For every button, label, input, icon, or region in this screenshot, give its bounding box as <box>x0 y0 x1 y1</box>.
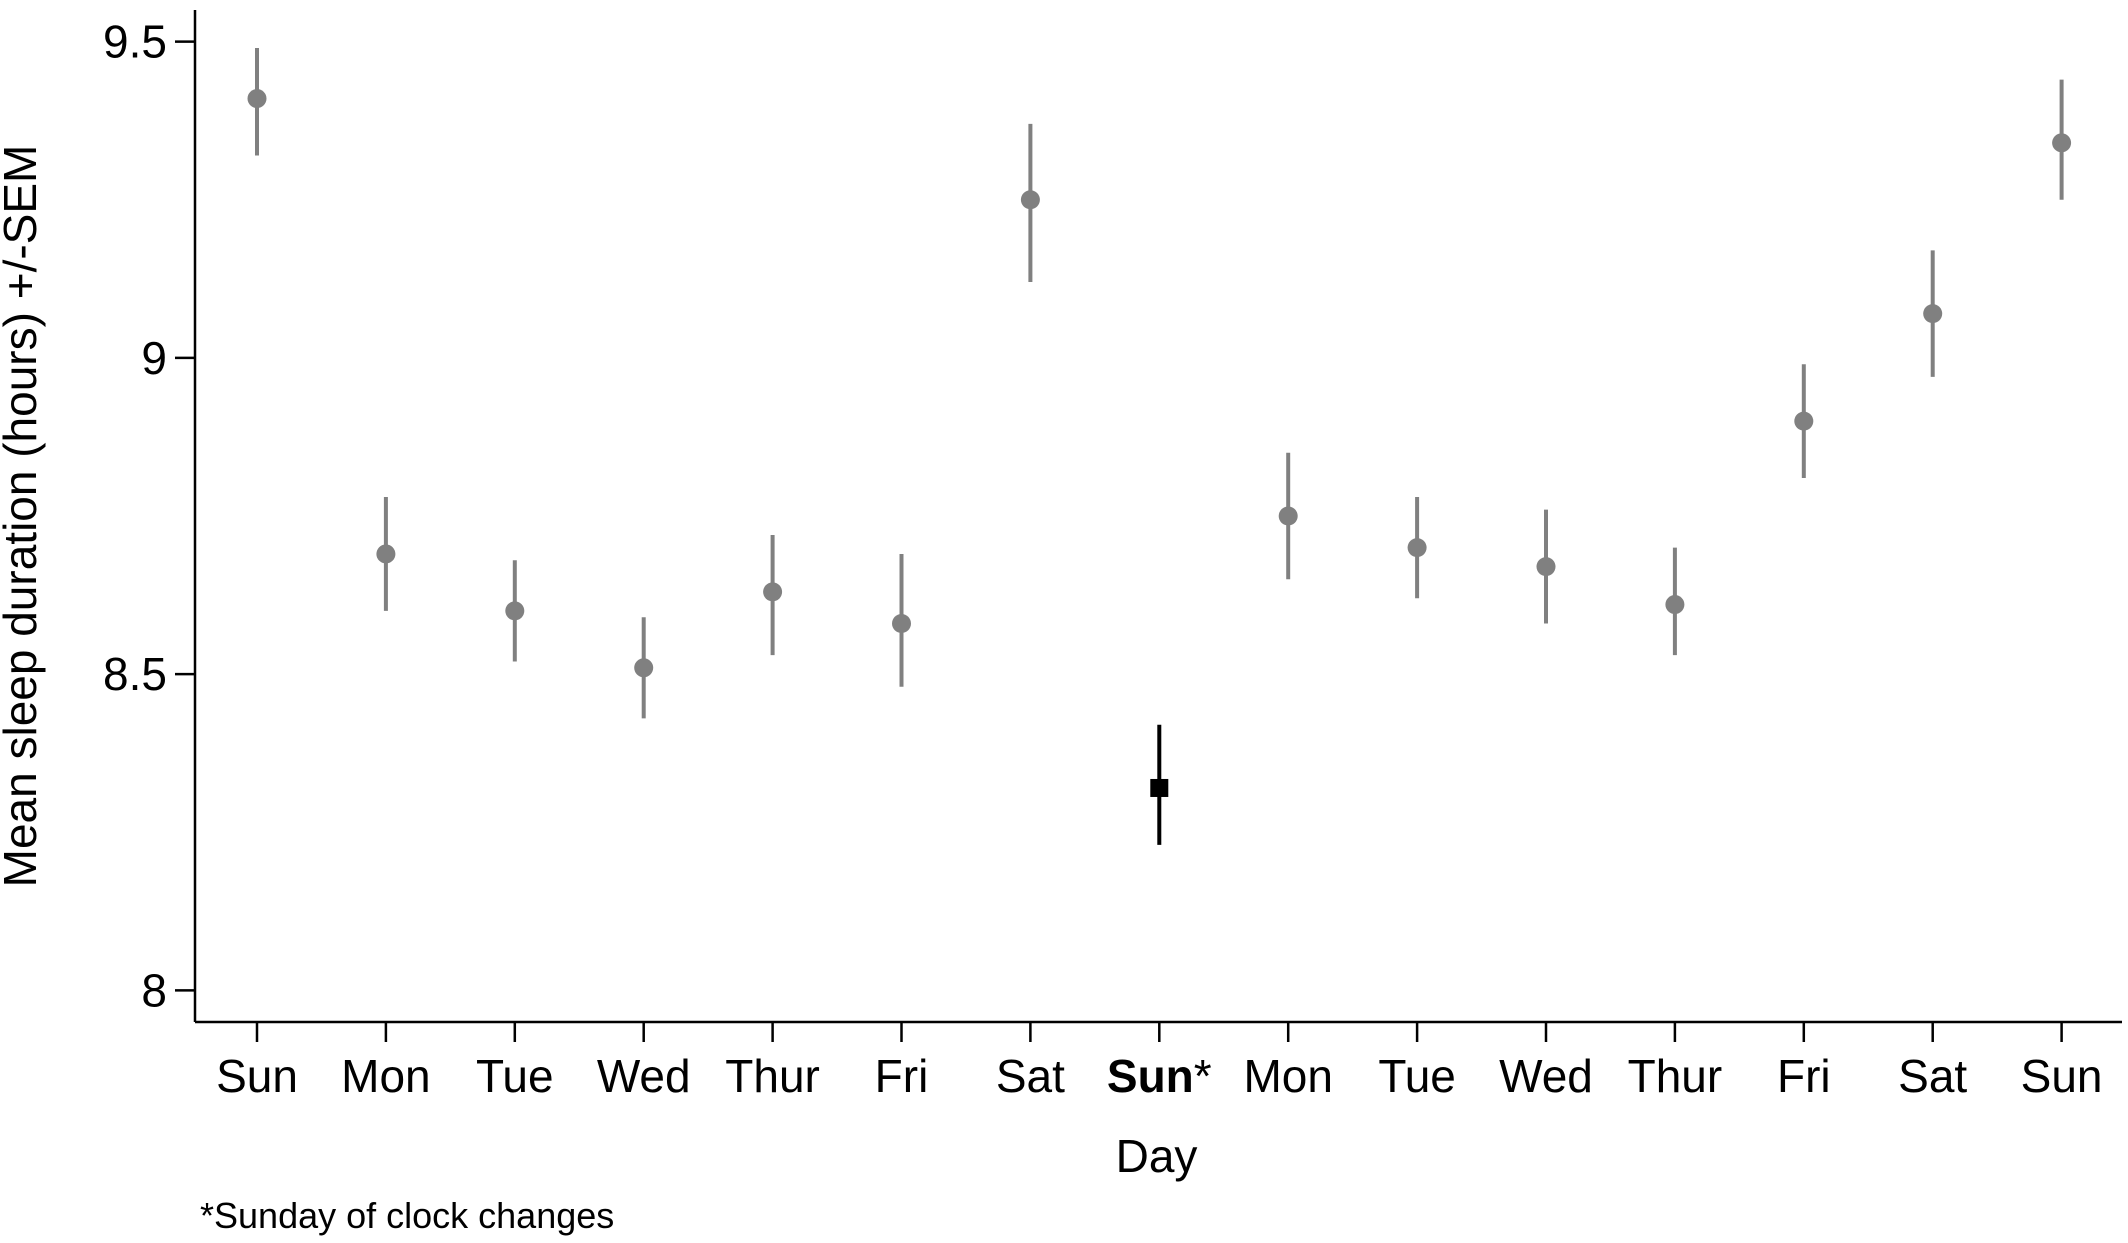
y-tick-label: 9.5 <box>103 16 167 68</box>
data-point <box>1278 506 1298 526</box>
x-tick-label: Thur <box>725 1050 820 1102</box>
data-point <box>1536 557 1556 577</box>
data-point <box>634 658 654 678</box>
x-tick-label: Sat <box>996 1050 1065 1102</box>
x-tick-label: Sun <box>216 1050 298 1102</box>
x-ticks: Sun Mon Tue Wed Thur Fri Sat Sun* Mon Tue Wed Thur F… <box>216 1022 2103 1102</box>
data-point <box>1407 538 1427 558</box>
data-point <box>892 614 911 634</box>
data-point <box>505 601 525 621</box>
x-tick-label: Sun* <box>1107 1050 1212 1102</box>
x-tick-label: Fri <box>875 1050 929 1102</box>
data-point <box>1020 190 1040 210</box>
x-tick-label: Wed <box>1499 1050 1593 1102</box>
y-tick-label: 8 <box>141 964 167 1016</box>
y-ticks: 8 8.5 9 9.5 <box>103 16 195 1016</box>
footnote: *Sunday of clock changes <box>200 1195 614 1236</box>
data-point <box>2052 133 2072 153</box>
data-point <box>1665 595 1685 615</box>
x-tick-label: Sat <box>1898 1050 1967 1102</box>
x-tick-label: Mon <box>341 1050 430 1102</box>
data-point <box>247 89 267 109</box>
x-tick-label: Sun <box>2021 1050 2103 1102</box>
data-point-square <box>1150 778 1169 797</box>
data-markers <box>247 89 2072 797</box>
y-tick-label: 8.5 <box>103 648 167 700</box>
x-tick-label: Thur <box>1628 1050 1723 1102</box>
y-axis-title: Mean sleep duration (hours) +/-SEM <box>0 145 46 888</box>
data-point <box>763 582 783 602</box>
data-point <box>376 544 396 564</box>
x-tick-label: Fri <box>1777 1050 1831 1102</box>
x-tick-label: Tue <box>1378 1050 1456 1102</box>
data-point <box>1923 304 1943 324</box>
error-bars <box>255 47 2064 845</box>
x-tick-label: Tue <box>476 1050 554 1102</box>
x-tick-label: Wed <box>597 1050 691 1102</box>
axes <box>193 10 2122 1024</box>
data-point <box>1794 411 1814 431</box>
x-axis-title: Day <box>1116 1130 1198 1182</box>
x-tick-label: Mon <box>1243 1050 1332 1102</box>
y-tick-label: 9 <box>141 332 167 384</box>
